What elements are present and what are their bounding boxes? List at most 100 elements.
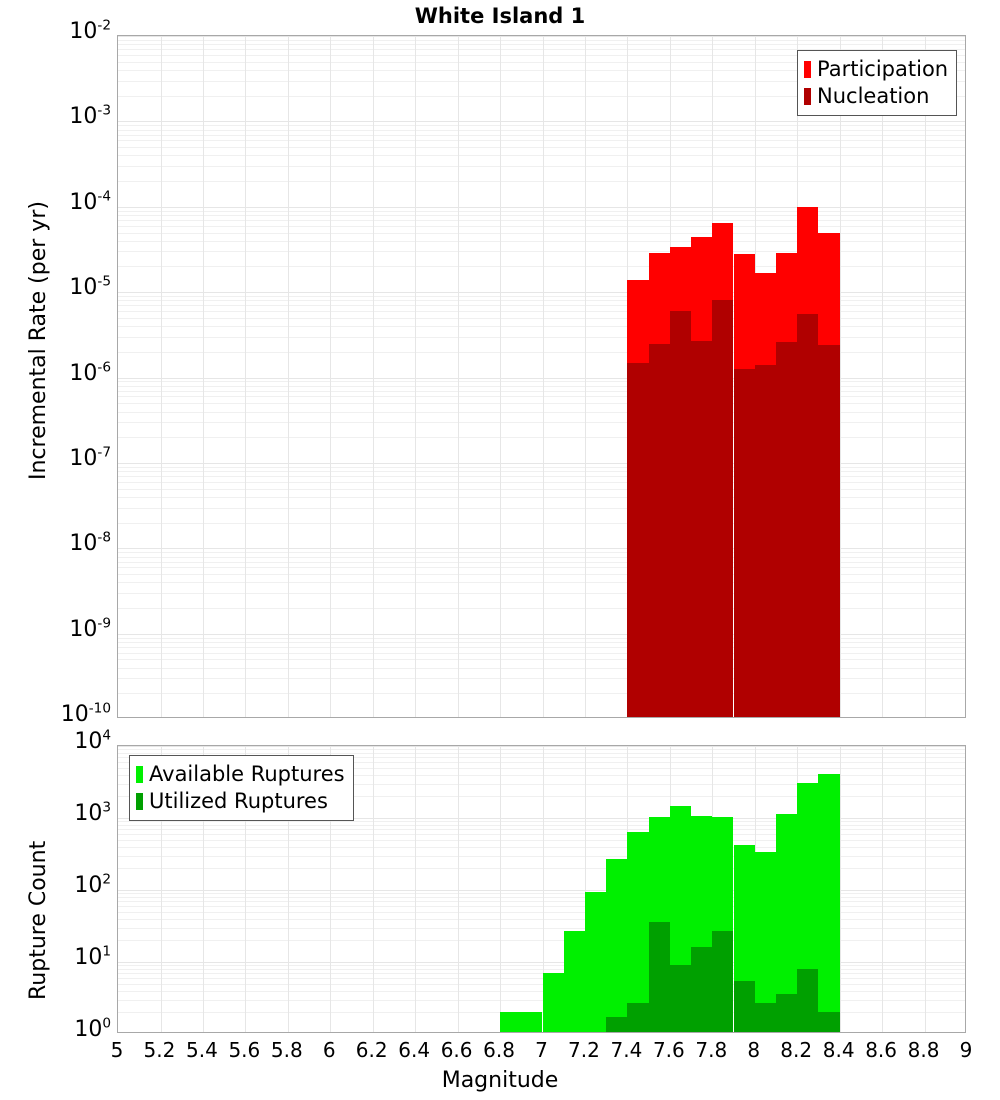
bar-nucleation [691, 340, 713, 717]
gridline-horizontal [118, 240, 965, 242]
gridline-horizontal [118, 567, 965, 569]
gridline-vertical [542, 746, 544, 1032]
legend-label-available-ruptures: Available Ruptures [149, 762, 345, 786]
x-axis-label: Magnitude [441, 1068, 559, 1093]
bar-nucleation [797, 314, 819, 717]
legend-item-participation[interactable]: Participation [804, 56, 948, 83]
gridline-horizontal [118, 821, 965, 823]
gridline-horizontal [118, 592, 965, 594]
gridline-horizontal [118, 70, 965, 71]
gridline-vertical [882, 36, 884, 717]
bar-utilized-ruptures [627, 1002, 649, 1032]
bar-utilized-ruptures [669, 965, 692, 1032]
x-tick-label: 7.6 [652, 1038, 685, 1062]
gridline-horizontal [118, 336, 965, 338]
y-tick-label: 102 [74, 871, 111, 898]
gridline-horizontal [118, 181, 965, 182]
gridline-horizontal [118, 422, 965, 424]
legend-item-available-ruptures[interactable]: Available Ruptures [136, 761, 345, 788]
gridline-vertical [924, 36, 926, 717]
bar-available-ruptures [500, 1012, 522, 1032]
gridline-vertical [415, 746, 417, 1032]
y-tick-label: 101 [74, 943, 111, 970]
bar-available-ruptures [754, 851, 776, 1032]
x-tick-label: 6.2 [355, 1038, 388, 1062]
gridline-vertical [457, 36, 459, 717]
y-tick-label: 10-6 [69, 359, 111, 386]
gridline-vertical [585, 746, 586, 1032]
x-tick-label: 9 [959, 1038, 973, 1062]
x-tick-label: 8.8 [907, 1038, 940, 1062]
gridline-horizontal [118, 381, 965, 383]
gridline-horizontal [118, 166, 965, 167]
bar-utilized-ruptures [754, 1002, 776, 1032]
bar-nucleation [818, 345, 840, 717]
gridline-horizontal [118, 215, 965, 216]
y-tick-label: 100 [74, 1015, 111, 1042]
gridline-horizontal [118, 825, 965, 826]
gridline-horizontal [118, 774, 965, 776]
gridline-horizontal [118, 890, 965, 891]
gridline-horizontal [118, 225, 965, 227]
legend-incremental-rate: Participation Nucleation [797, 50, 958, 116]
bar-utilized-ruptures [606, 1017, 628, 1032]
x-tick-label: 5.4 [185, 1038, 218, 1062]
gridline-horizontal [118, 210, 965, 212]
gridline-vertical [415, 36, 417, 717]
gridline-horizontal [118, 927, 965, 929]
x-tick-label: 8.4 [822, 1038, 855, 1062]
gridline-horizontal [118, 377, 965, 379]
gridline-horizontal [118, 147, 965, 149]
legend-item-utilized-ruptures[interactable]: Utilized Ruptures [136, 788, 345, 815]
gridline-horizontal [118, 753, 965, 754]
legend-rupture-count: Available Ruptures Utilized Ruptures [129, 755, 354, 821]
gridline-horizontal [118, 317, 965, 319]
y-tick-label: 10-7 [69, 444, 111, 471]
utilized-ruptures-swatch [136, 793, 143, 810]
gridline-horizontal [118, 36, 965, 37]
gridline-horizontal [118, 466, 965, 468]
x-tick-label: 5 [110, 1038, 124, 1062]
y-tick-label: 103 [74, 799, 111, 826]
y-tick-label: 10-9 [69, 615, 111, 642]
gridline-horizontal [118, 292, 965, 294]
gridline-horizontal [118, 80, 965, 82]
gridline-horizontal [118, 552, 965, 554]
gridline-horizontal [118, 140, 965, 142]
y-tick-label: 10-10 [60, 700, 111, 727]
gridline-horizontal [118, 940, 965, 942]
gridline-horizontal [118, 574, 965, 575]
incremental-rate-plot-area [117, 35, 966, 718]
gridline-horizontal [118, 839, 965, 841]
y-tick-label: 10-3 [69, 103, 111, 130]
x-tick-label: 7 [535, 1038, 548, 1062]
bar-nucleation [648, 343, 670, 717]
gridline-horizontal [118, 652, 965, 654]
gridline-horizontal [118, 220, 965, 221]
gridline-horizontal [118, 548, 965, 550]
legend-item-nucleation[interactable]: Nucleation [804, 83, 948, 110]
gridline-horizontal [118, 783, 965, 785]
gridline-horizontal [118, 911, 965, 913]
gridline-horizontal [118, 39, 965, 41]
gridline-horizontal [118, 607, 965, 609]
gridline-horizontal [118, 411, 965, 413]
gridline-vertical [160, 746, 162, 1032]
y-tick-label: 10-5 [69, 273, 111, 301]
gridline-horizontal [118, 868, 965, 870]
gridline-horizontal [118, 659, 965, 661]
bar-available-ruptures [585, 892, 607, 1032]
y-axis-label-incremental-rate: Incremental Rate (per yr) [26, 201, 51, 480]
gridline-vertical [202, 746, 204, 1032]
y-tick-label: 104 [74, 727, 111, 754]
gridline-horizontal [118, 918, 965, 920]
gridline-vertical [287, 746, 289, 1032]
gridline-horizontal [118, 965, 965, 967]
gridline-horizontal [118, 983, 965, 985]
page-title: White Island 1 [414, 4, 586, 28]
gridline-vertical [160, 36, 162, 717]
gridline-horizontal [118, 300, 965, 302]
bar-utilized-ruptures [797, 969, 819, 1032]
x-tick-label: 5.8 [270, 1038, 303, 1062]
